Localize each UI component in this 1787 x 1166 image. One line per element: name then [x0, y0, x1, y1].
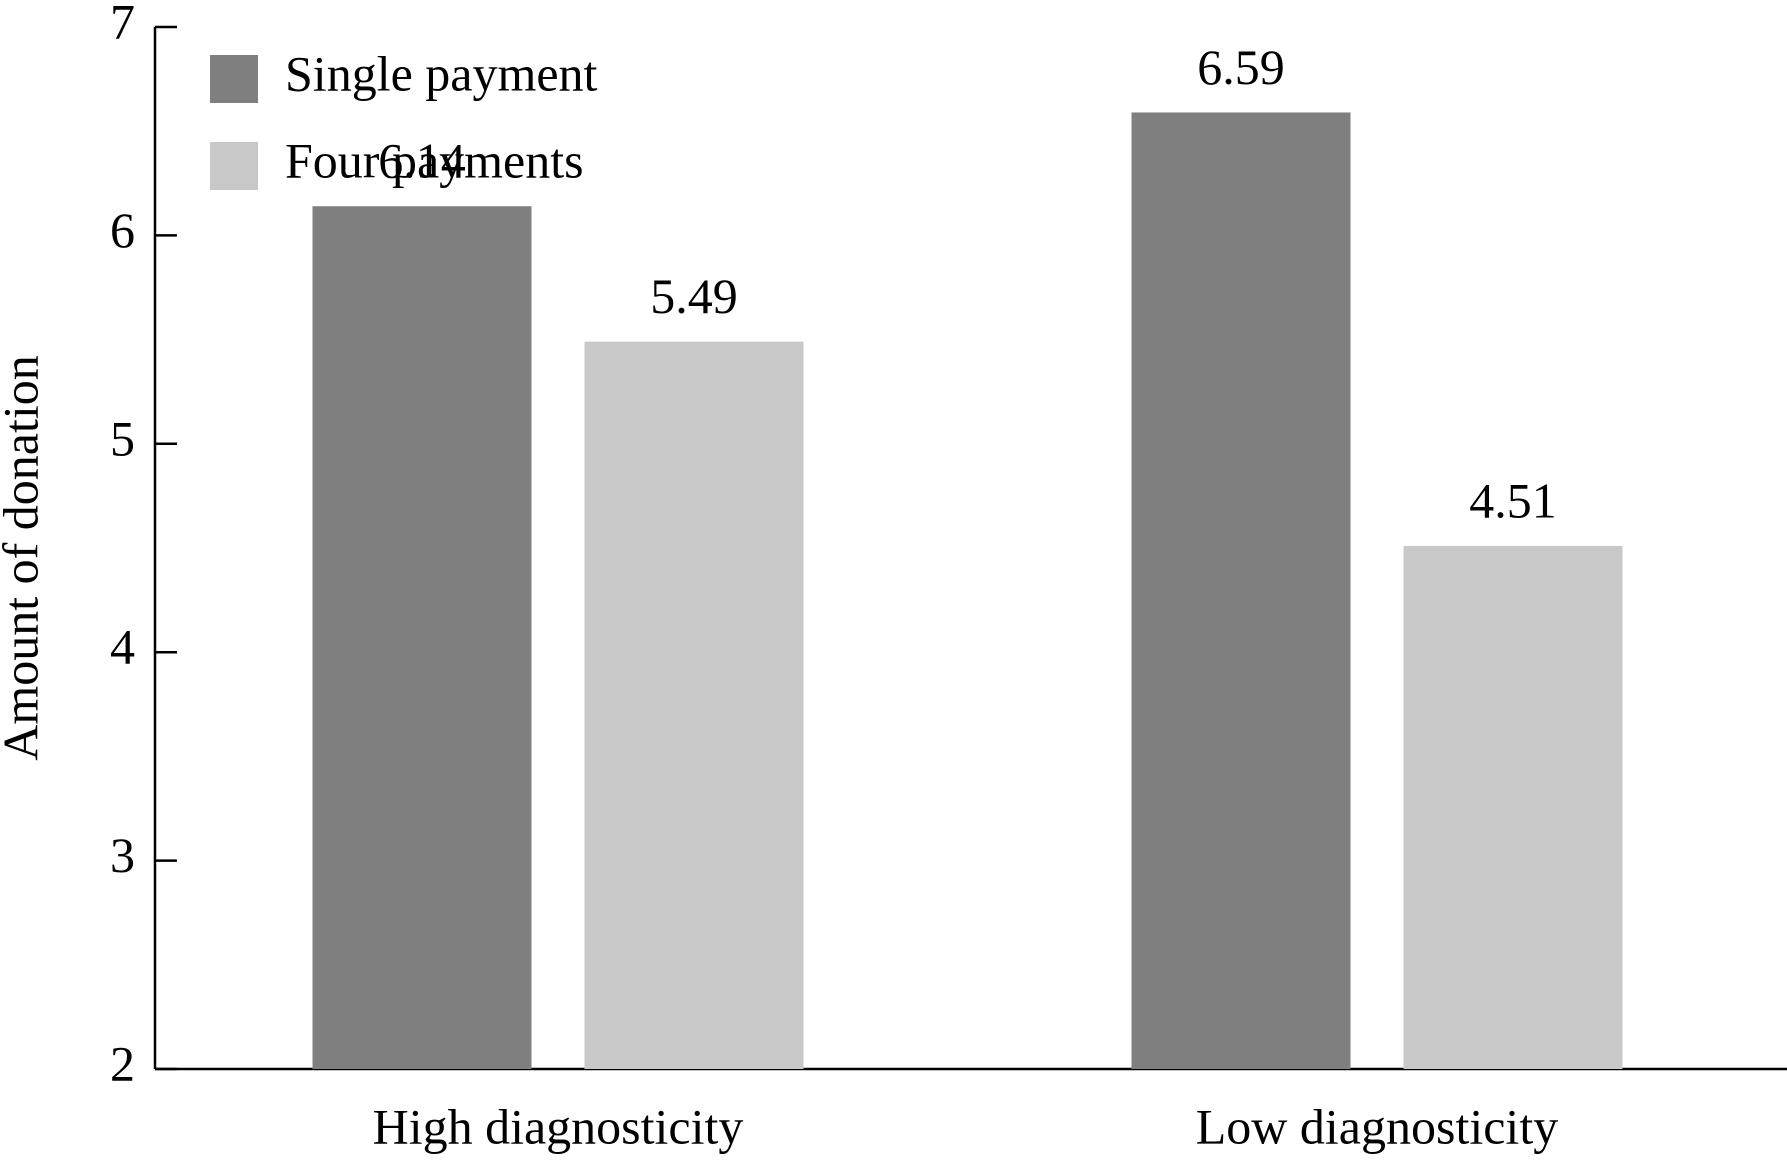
- data-label: 5.49: [650, 268, 738, 324]
- bar: [312, 206, 532, 1069]
- data-label: 4.51: [1469, 472, 1557, 528]
- y-tick-label: 7: [110, 0, 135, 49]
- bar: [1403, 545, 1623, 1069]
- data-label: 6.14: [378, 133, 466, 189]
- y-tick-label: 5: [110, 410, 135, 466]
- legend-swatch: [210, 55, 258, 103]
- y-tick-label: 4: [110, 619, 135, 675]
- x-tick-label: High diagnosticity: [373, 1098, 744, 1154]
- legend-swatch: [210, 142, 258, 190]
- y-tick-label: 3: [110, 827, 135, 883]
- y-axis-title: Amount of donation: [0, 355, 48, 761]
- legend-label: Single payment: [285, 45, 598, 101]
- x-tick-label: Low diagnosticity: [1196, 1098, 1558, 1154]
- y-tick-label: 2: [110, 1035, 135, 1091]
- y-tick-label: 6: [110, 202, 135, 258]
- bar: [1131, 112, 1351, 1070]
- data-label: 6.59: [1197, 39, 1285, 95]
- bar: [584, 341, 804, 1070]
- legend-label: Four payments: [285, 132, 584, 188]
